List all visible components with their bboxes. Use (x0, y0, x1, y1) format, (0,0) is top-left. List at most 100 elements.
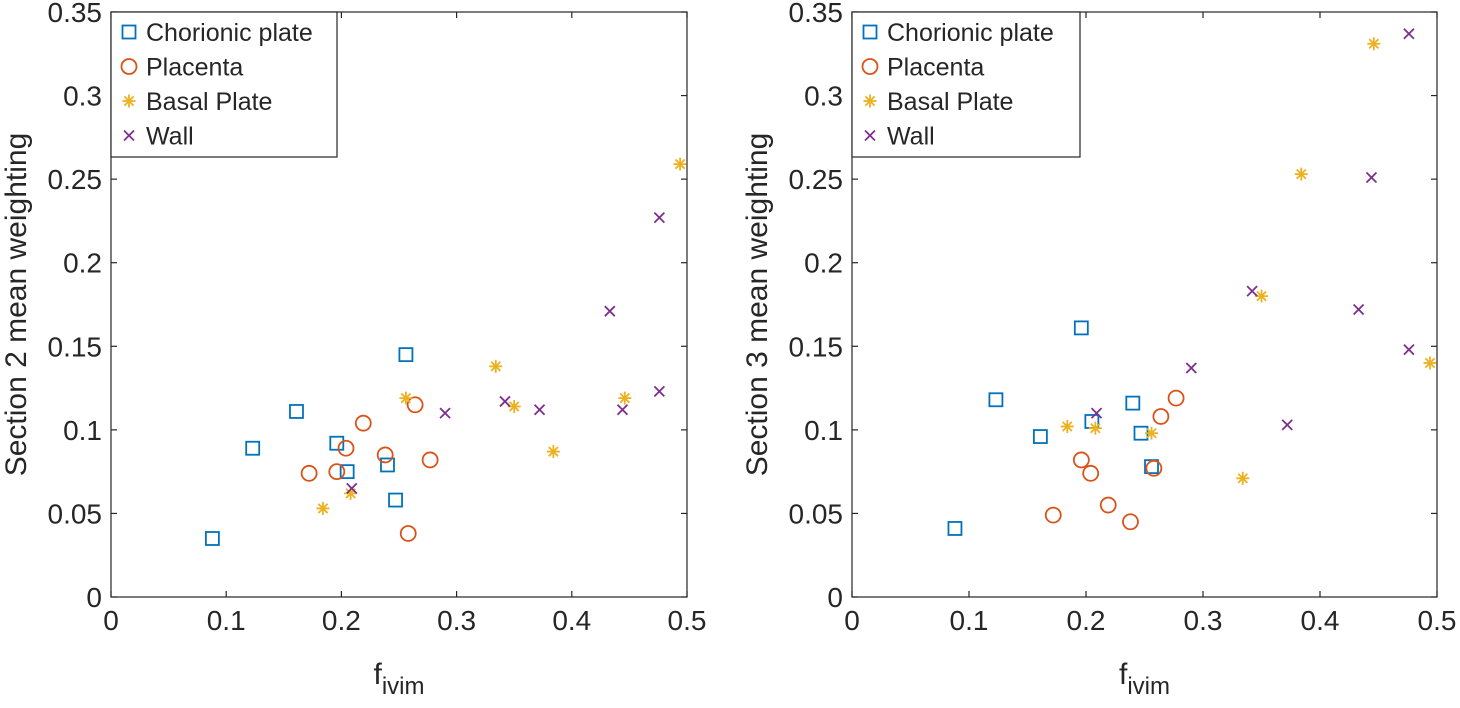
legend-marker (862, 24, 878, 40)
y-tick-label: 0 (827, 582, 843, 613)
data-point (1281, 419, 1293, 431)
data-point (1236, 471, 1250, 485)
series-wall (346, 211, 665, 494)
data-point (399, 525, 417, 542)
x-tick-label: 0.3 (437, 605, 476, 636)
data-point (421, 451, 439, 469)
y-tick-label: 0.15 (789, 331, 844, 362)
data-point (339, 464, 355, 480)
data-point (1294, 167, 1308, 181)
series-placenta (1044, 389, 1185, 531)
x-tick-label: 0.4 (552, 605, 591, 636)
data-point (1073, 320, 1089, 336)
data-point (947, 521, 963, 536)
y-axis-label: Section 2 mean weighting (0, 133, 33, 477)
y-tick-label: 0.2 (63, 248, 102, 279)
data-point (1125, 395, 1141, 411)
data-point (1365, 171, 1378, 184)
legend-marker (864, 129, 876, 142)
data-point (618, 391, 632, 405)
data-point (1088, 421, 1102, 435)
y-tick-label: 0.3 (804, 81, 843, 112)
legend: Chorionic plate Placenta Basal Plate Wall (851, 11, 1081, 158)
data-point (1403, 343, 1415, 356)
series-chorionic-plate (947, 320, 1159, 536)
data-point (337, 439, 355, 457)
legend-entry: Basal Plate (146, 88, 272, 116)
x-tick-label: 0.1 (207, 605, 246, 636)
legend-entry: Chorionic plate (887, 19, 1054, 47)
x-axis-label: fivim (1119, 658, 1170, 700)
data-point (499, 395, 511, 408)
data-point (1152, 408, 1170, 425)
y-axis-label: Section 3 mean weighting (741, 133, 774, 477)
data-point (1367, 37, 1381, 51)
data-point (1090, 407, 1103, 419)
data-point (388, 492, 403, 508)
y-tick-label: 0.3 (63, 81, 102, 112)
x-tick-label: 0 (103, 605, 119, 636)
series-placenta (300, 396, 439, 542)
data-point (1060, 420, 1074, 434)
data-point (1352, 303, 1365, 316)
data-point (1423, 356, 1437, 370)
data-point (1167, 389, 1185, 407)
y-tick-label: 0.25 (789, 164, 844, 195)
x-tick-label: 0.4 (1301, 605, 1340, 636)
data-point (1403, 28, 1415, 40)
data-point (376, 446, 394, 464)
x-axis-label-main: f (374, 658, 383, 691)
y-tick-label: 0.05 (48, 498, 103, 529)
y-tick-label: 0 (86, 582, 102, 613)
legend-marker (122, 94, 136, 108)
data-point (604, 305, 616, 317)
series-basal-plate (1060, 37, 1437, 485)
data-point (329, 435, 345, 451)
x-tick-label: 0.1 (950, 605, 989, 636)
legend-entry: Wall (146, 123, 194, 151)
data-point (1099, 496, 1117, 514)
x-axis-label-subscript: ivim (382, 673, 425, 700)
data-point (1185, 362, 1197, 374)
x-axis-label-main: f (1119, 658, 1128, 691)
legend-marker (121, 24, 137, 40)
x-tick-label: 0.3 (1184, 605, 1223, 636)
data-point (406, 396, 424, 414)
legend-marker (123, 129, 135, 142)
x-tick-label: 0.5 (668, 605, 707, 636)
legend-entry: Placenta (146, 54, 243, 82)
series-wall (1090, 28, 1415, 431)
x-tick-label: 0.5 (1418, 605, 1457, 636)
x-axis-label: fivim (374, 658, 425, 700)
data-point (1122, 513, 1139, 531)
y-tick-label: 0.1 (804, 415, 843, 446)
legend-marker (863, 94, 877, 108)
y-tick-label: 0.05 (789, 498, 844, 529)
data-point (673, 157, 687, 171)
data-point (1032, 429, 1048, 444)
data-point (1144, 459, 1159, 475)
chart-panel-2: 0 0.1 0.2 0.3 0.4 0.5 0 0.05 0.1 0.15 0.2 0.25 0.3 0.… (741, 0, 1456, 700)
data-point (328, 463, 346, 481)
data-point (245, 440, 261, 456)
x-tick-label: 0.2 (1067, 605, 1106, 636)
data-point (1072, 451, 1090, 469)
data-point (533, 404, 546, 416)
data-point (204, 531, 220, 546)
data-point (439, 407, 451, 419)
x-axis-label-subscript: ivim (1127, 673, 1170, 700)
y-tick-label: 0.15 (48, 331, 103, 362)
data-point (616, 404, 629, 416)
data-point (653, 385, 665, 398)
data-point (1246, 285, 1258, 297)
y-tick-label: 0.25 (48, 164, 103, 195)
x-tick-label: 0.2 (322, 605, 361, 636)
y-tick-label: 0.1 (63, 415, 102, 446)
series-basal-plate (316, 157, 687, 515)
data-point (300, 464, 318, 482)
y-tick-label: 0.35 (48, 0, 103, 28)
data-point (1044, 506, 1062, 524)
data-point (988, 392, 1004, 408)
legend-entry: Basal Plate (887, 88, 1013, 116)
